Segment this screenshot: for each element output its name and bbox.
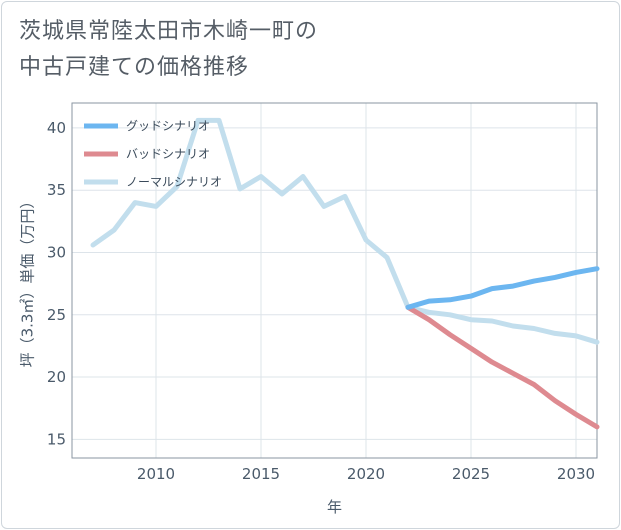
chart-title-line-1: 茨城県常陸太田市木崎一町の [19, 19, 319, 44]
x-tick-label: 2030 [557, 465, 595, 483]
series-line [405, 304, 600, 430]
legend-label: グッドシナリオ [126, 119, 210, 133]
y-tick-label: 25 [47, 306, 66, 324]
chart-title-line-2: 中古戸建ての価格推移 [19, 55, 250, 80]
y-tick-labels: 15 20 25 30 35 40 [47, 119, 66, 448]
x-axis-label: 年 [327, 498, 342, 516]
x-tick-label: 2010 [137, 465, 175, 483]
y-tick-label: 30 [47, 243, 66, 261]
x-tick-labels: 2010 2015 2020 2025 2030 [137, 465, 595, 483]
y-axis-label: 坪（3.3㎡）単価（万円） [19, 194, 37, 368]
plot-area-border [71, 102, 598, 459]
y-tick-label: 15 [47, 430, 66, 448]
series-lines [90, 117, 600, 430]
y-tick-label: 20 [47, 368, 66, 386]
grid-lines [72, 103, 597, 458]
chart-title: 茨城県常陸太田市木崎一町の 中古戸建ての価格推移 [19, 14, 318, 86]
legend-label: バッドシナリオ [126, 147, 210, 161]
legend-label: ノーマルシナリオ [126, 175, 222, 189]
series-line [90, 117, 600, 345]
x-tick-label: 2025 [452, 465, 490, 483]
x-tick-label: 2015 [242, 465, 280, 483]
x-tick-label: 2020 [347, 465, 385, 483]
y-tick-label: 35 [47, 181, 66, 199]
y-tick-label: 40 [47, 119, 66, 137]
series-line [405, 266, 600, 310]
